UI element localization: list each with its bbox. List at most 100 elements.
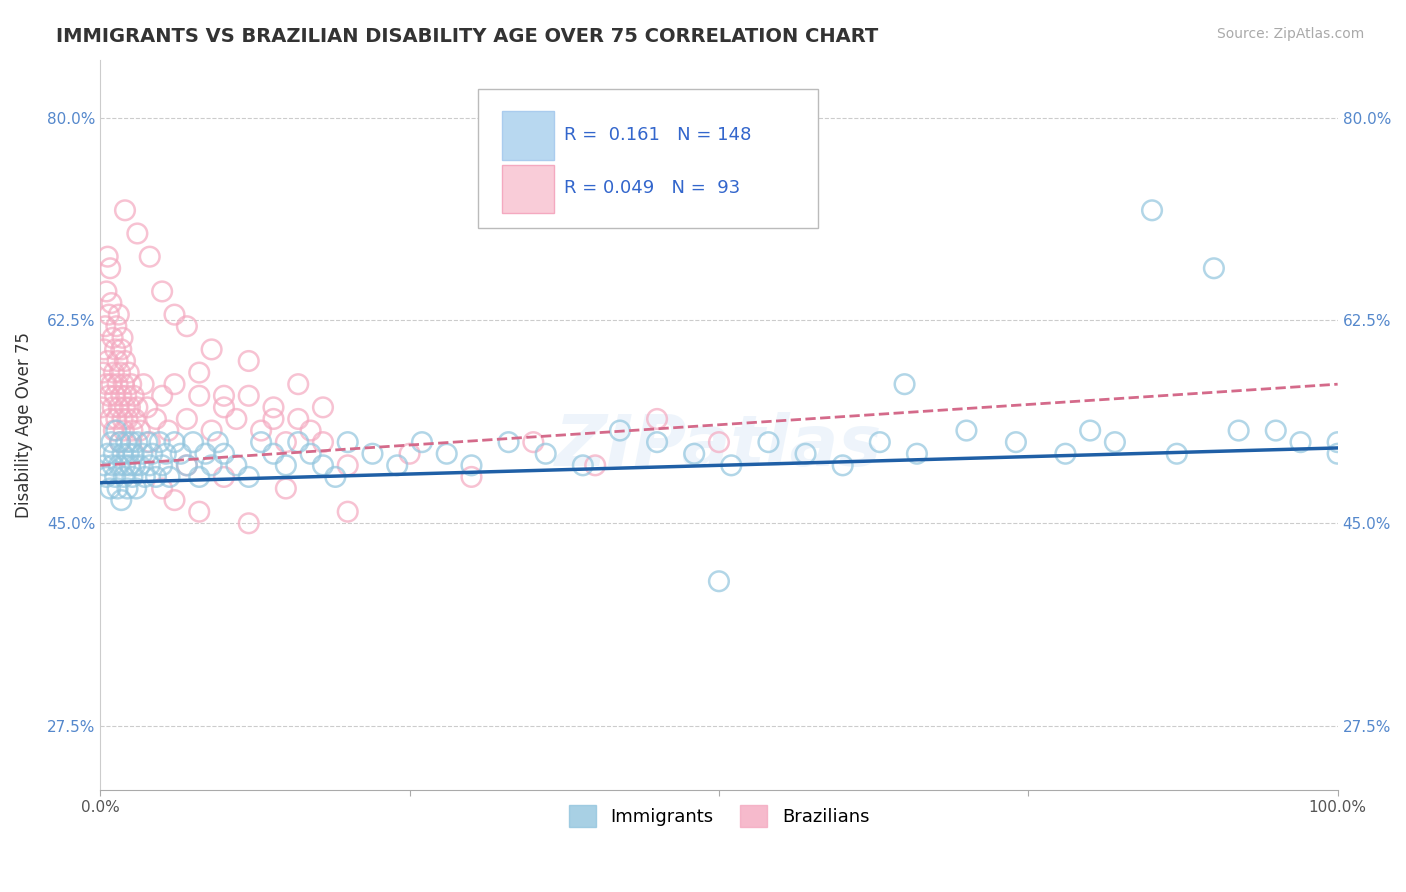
- Point: [460, 458, 482, 473]
- Point: [118, 366, 141, 380]
- Point: [108, 435, 131, 450]
- Text: IMMIGRANTS VS BRAZILIAN DISABILITY AGE OVER 75 CORRELATION CHART: IMMIGRANTS VS BRAZILIAN DISABILITY AGE O…: [56, 27, 879, 45]
- Point: [127, 435, 149, 450]
- Point: [112, 377, 135, 392]
- Point: [97, 354, 120, 368]
- Point: [114, 354, 136, 368]
- Point: [522, 435, 544, 450]
- Y-axis label: Disability Age Over 75: Disability Age Over 75: [15, 332, 32, 517]
- Point: [121, 470, 143, 484]
- Point: [263, 447, 285, 461]
- Point: [170, 447, 193, 461]
- Point: [155, 447, 177, 461]
- Point: [121, 424, 143, 438]
- Point: [110, 343, 132, 357]
- Point: [96, 470, 118, 484]
- Point: [104, 470, 127, 484]
- Point: [139, 458, 162, 473]
- Point: [201, 458, 224, 473]
- Point: [114, 203, 136, 218]
- Point: [1104, 435, 1126, 450]
- Point: [176, 412, 198, 426]
- Point: [122, 447, 145, 461]
- Point: [225, 458, 247, 473]
- Point: [112, 470, 135, 484]
- Point: [111, 331, 134, 345]
- Text: ZIPatlas: ZIPatlas: [555, 412, 883, 481]
- Point: [212, 470, 235, 484]
- Point: [103, 447, 125, 461]
- Point: [572, 458, 595, 473]
- Point: [238, 516, 260, 531]
- Point: [128, 424, 150, 438]
- Point: [163, 308, 186, 322]
- Point: [201, 424, 224, 438]
- Point: [225, 412, 247, 426]
- Point: [159, 470, 181, 484]
- Point: [299, 447, 322, 461]
- Point: [212, 401, 235, 415]
- Point: [176, 319, 198, 334]
- Point: [100, 377, 122, 392]
- Point: [1264, 424, 1286, 438]
- FancyBboxPatch shape: [502, 165, 554, 213]
- FancyBboxPatch shape: [502, 112, 554, 160]
- Point: [411, 435, 433, 450]
- Text: R =  0.161   N = 148: R = 0.161 N = 148: [564, 126, 752, 144]
- Point: [188, 366, 211, 380]
- Point: [163, 377, 186, 392]
- Point: [93, 458, 115, 473]
- Point: [110, 493, 132, 508]
- Point: [238, 354, 260, 368]
- Point: [312, 401, 335, 415]
- Point: [534, 447, 557, 461]
- Point: [188, 389, 211, 403]
- Point: [114, 458, 136, 473]
- Point: [112, 424, 135, 438]
- Text: R = 0.049   N =  93: R = 0.049 N = 93: [564, 179, 741, 197]
- Point: [1202, 261, 1225, 276]
- Point: [387, 458, 409, 473]
- Point: [1227, 424, 1250, 438]
- Point: [124, 458, 146, 473]
- Point: [124, 412, 146, 426]
- Point: [108, 308, 131, 322]
- Point: [150, 285, 173, 299]
- Point: [274, 458, 297, 473]
- Point: [274, 482, 297, 496]
- Point: [150, 458, 173, 473]
- Point: [141, 447, 163, 461]
- Point: [103, 424, 125, 438]
- Point: [98, 482, 121, 496]
- Point: [583, 458, 606, 473]
- Point: [312, 458, 335, 473]
- Point: [150, 389, 173, 403]
- Point: [139, 250, 162, 264]
- Point: [117, 482, 139, 496]
- Point: [287, 435, 309, 450]
- Point: [114, 401, 136, 415]
- Point: [336, 505, 359, 519]
- Point: [111, 412, 134, 426]
- Point: [103, 366, 125, 380]
- Point: [127, 227, 149, 241]
- Point: [250, 435, 273, 450]
- Point: [118, 458, 141, 473]
- Point: [436, 447, 458, 461]
- Point: [125, 482, 148, 496]
- Point: [97, 308, 120, 322]
- Point: [118, 401, 141, 415]
- Point: [176, 458, 198, 473]
- Point: [460, 470, 482, 484]
- Point: [287, 377, 309, 392]
- Point: [201, 343, 224, 357]
- Point: [90, 401, 112, 415]
- Point: [336, 435, 359, 450]
- Point: [107, 377, 129, 392]
- Point: [111, 447, 134, 461]
- Point: [107, 482, 129, 496]
- Point: [107, 354, 129, 368]
- Point: [869, 435, 891, 450]
- Point: [149, 435, 172, 450]
- Point: [212, 447, 235, 461]
